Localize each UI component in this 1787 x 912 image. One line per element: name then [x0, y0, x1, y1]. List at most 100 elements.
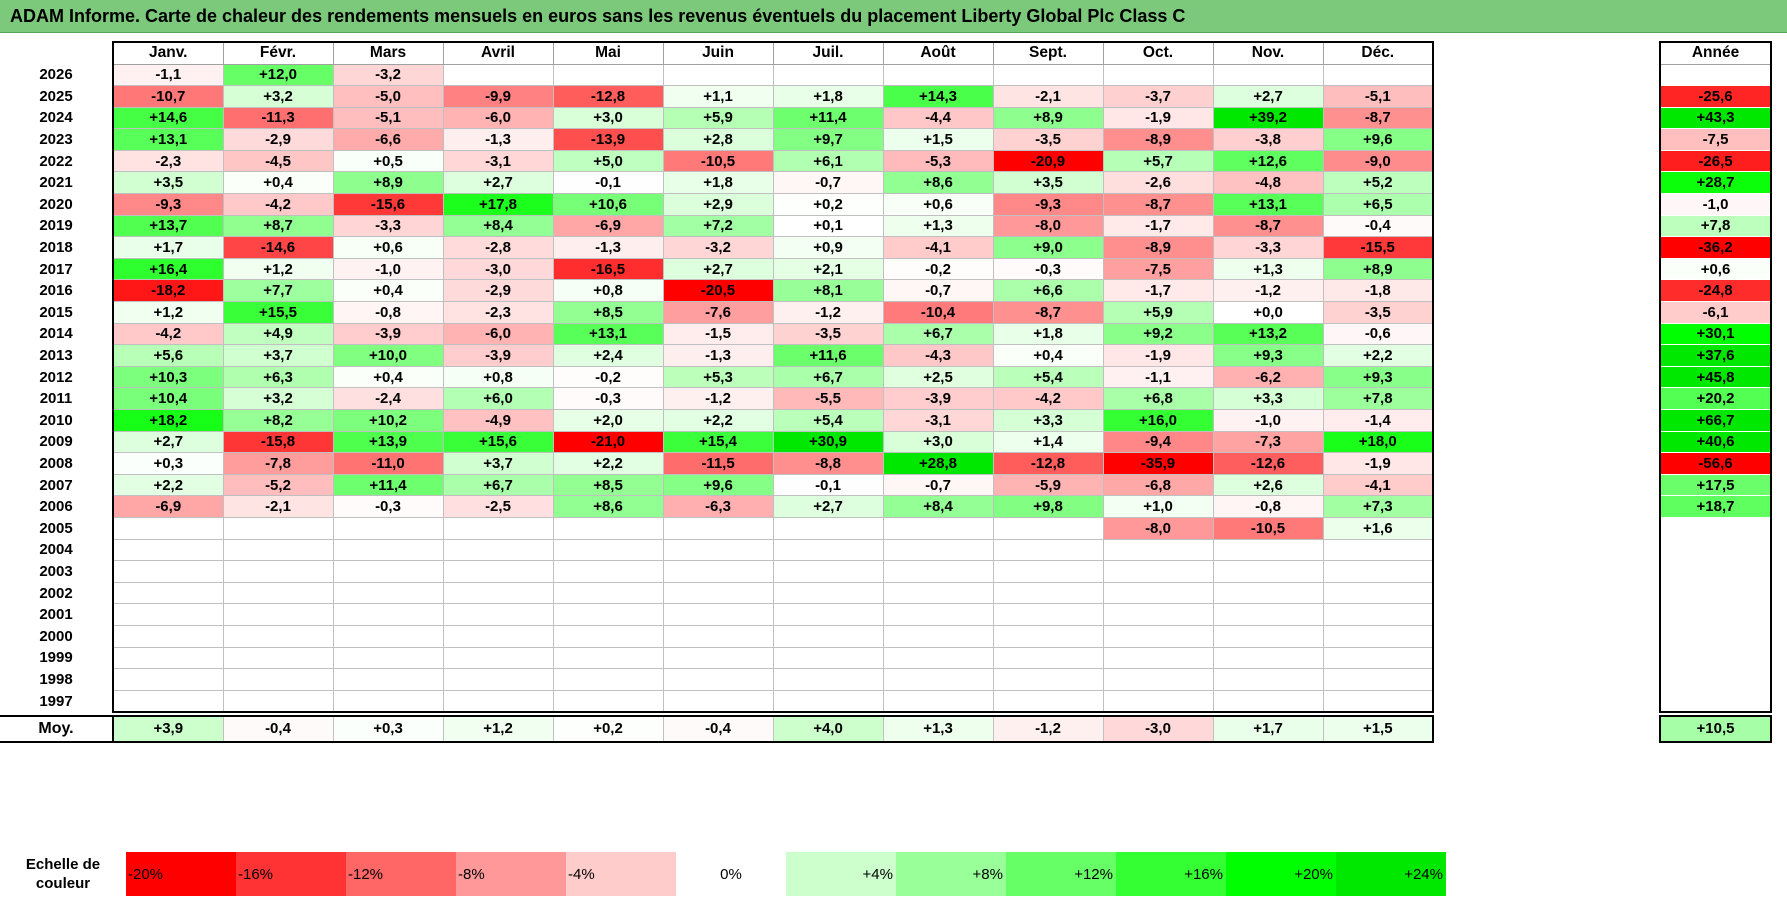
heatmap-cell: +1,3 [1212, 257, 1324, 281]
heatmap-cell: -2,6 [1102, 171, 1214, 195]
heatmap-cell [112, 689, 224, 713]
annual-cell: +17,5 [1659, 473, 1772, 497]
heatmap-cell: -2,9 [442, 279, 554, 303]
heatmap-cell: -0,2 [882, 257, 994, 281]
heatmap-cell: +8,4 [882, 495, 994, 518]
heatmap-cell [442, 516, 554, 540]
heatmap-cell [552, 603, 664, 626]
table-row: 2019 +13,7 +8,7 -3,3 +8,4 -6,9 +7,2 +0,1 +1,3 -8,… [0, 214, 1434, 238]
heatmap-cell: -9,0 [1322, 149, 1434, 173]
average-cell: +1,3 [882, 714, 994, 743]
heatmap-cell: +8,5 [552, 301, 664, 324]
color-scale-swatch: -12% [346, 852, 456, 896]
heatmap-cell [222, 538, 334, 562]
average-cell: +1,7 [1212, 714, 1324, 743]
heatmap-cell [112, 516, 224, 540]
year-label: 2003 [39, 562, 73, 580]
heatmap-cell: -3,9 [882, 387, 994, 410]
annual-cell [1659, 689, 1772, 713]
annual-cell [1659, 603, 1772, 626]
annual-cell [1659, 668, 1772, 691]
annual-cell: +37,6 [1659, 344, 1772, 367]
heatmap-cell [1102, 603, 1214, 626]
heatmap-cell [1212, 668, 1324, 691]
heatmap-cell: -4,1 [882, 236, 994, 259]
heatmap-cell [222, 689, 334, 713]
heatmap-cell: +0,0 [1212, 301, 1324, 324]
average-cell: +1,5 [1322, 714, 1434, 743]
month-header: Nov. [1212, 41, 1324, 65]
heatmap-cell: +8,6 [552, 495, 664, 518]
heatmap-cell: +17,8 [442, 193, 554, 216]
heatmap-cell: +10,6 [552, 193, 664, 216]
heatmap-cell [442, 581, 554, 605]
annual-cell: -24,8 [1659, 279, 1772, 303]
average-cell: -1,2 [992, 714, 1104, 743]
heatmap-cell [1212, 63, 1324, 87]
annual-cell: +20,2 [1659, 387, 1772, 410]
heatmap-cell: -20,5 [662, 279, 774, 303]
color-scale-swatch: +4% [786, 852, 896, 896]
heatmap-cell: -5,1 [332, 106, 444, 130]
heatmap-cell: +2,8 [662, 128, 774, 151]
table-row: 2017 +16,4 +1,2 -1,0 -3,0 -16,5 +2,7 +2,1 -0,2 -0… [0, 257, 1434, 281]
heatmap-cell: +9,6 [662, 473, 774, 497]
heatmap-cell [222, 581, 334, 605]
heatmap-cell [772, 63, 884, 87]
annual-cell: -6,1 [1659, 301, 1772, 324]
heatmap-cell: -3,5 [772, 322, 884, 346]
heatmap-cell: +1,2 [222, 257, 334, 281]
heatmap-cell [1212, 603, 1324, 626]
heatmap-cell [222, 560, 334, 583]
heatmap-cell: +3,0 [552, 106, 664, 130]
heatmap-cell [442, 603, 554, 626]
heatmap-cell: -7,5 [1102, 257, 1214, 281]
year-label: 2012 [39, 368, 73, 386]
heatmap-cell: -0,6 [1322, 322, 1434, 346]
heatmap-cell: +6,6 [992, 279, 1104, 303]
heatmap-cell [662, 689, 774, 713]
heatmap-cell [1212, 646, 1324, 670]
heatmap-cell: -12,6 [1212, 452, 1324, 475]
table-row: 2018 +1,7 -14,6 +0,6 -2,8 -1,3 -3,2 +0,9 -4,1 +9,… [0, 236, 1434, 259]
annual-cell: -1,0 [1659, 193, 1772, 216]
heatmap-cell [1322, 668, 1434, 691]
average-cell: +0,2 [552, 714, 664, 743]
heatmap-cell: -7,6 [662, 301, 774, 324]
heatmap-cell: +1,3 [882, 214, 994, 238]
heatmap-cell: -4,5 [222, 149, 334, 173]
heatmap-cell: -1,1 [1102, 365, 1214, 389]
table-row: 2008 +0,3 -7,8 -11,0 +3,7 +2,2 -11,5 -8,8 +28,8-… [0, 452, 1434, 475]
heatmap-cell: +0,8 [552, 279, 664, 303]
heatmap-cell: +6,0 [442, 387, 554, 410]
year-label: 2020 [39, 195, 73, 213]
heatmap-cell [772, 516, 884, 540]
heatmap-cell: -2,4 [332, 387, 444, 410]
heatmap-cell: -0,7 [882, 279, 994, 303]
heatmap-cell [992, 603, 1104, 626]
color-scale-swatch: +8% [896, 852, 1006, 896]
annual-cell [1659, 516, 1772, 540]
heatmap-cell: -1,3 [662, 344, 774, 367]
heatmap-cell: -0,3 [552, 387, 664, 410]
annual-cell [1659, 581, 1772, 605]
heatmap-cell [662, 603, 774, 626]
heatmap-cell: +2,7 [442, 171, 554, 195]
heatmap-cell [662, 624, 774, 648]
heatmap-cell: +6,7 [772, 365, 884, 389]
year-label: 2021 [39, 174, 73, 192]
heatmap-cell: -18,2 [112, 279, 224, 303]
heatmap-cell [222, 668, 334, 691]
year-label: 2025 [39, 87, 73, 105]
year-label: 2015 [39, 303, 73, 321]
heatmap-cell: -8,9 [1102, 236, 1214, 259]
table-row: 2026 -1,1 +12,0 -3,2 [0, 63, 1434, 87]
heatmap-cell [662, 63, 774, 87]
average-cell: -3,0 [1102, 714, 1214, 743]
heatmap-cell: +2,7 [1212, 85, 1324, 108]
heatmap-cell: +15,4 [662, 430, 774, 454]
heatmap-cell: -5,9 [992, 473, 1104, 497]
heatmap-cell: -9,3 [112, 193, 224, 216]
heatmap-cell: +5,2 [1322, 171, 1434, 195]
heatmap-cell: +10,0 [332, 344, 444, 367]
